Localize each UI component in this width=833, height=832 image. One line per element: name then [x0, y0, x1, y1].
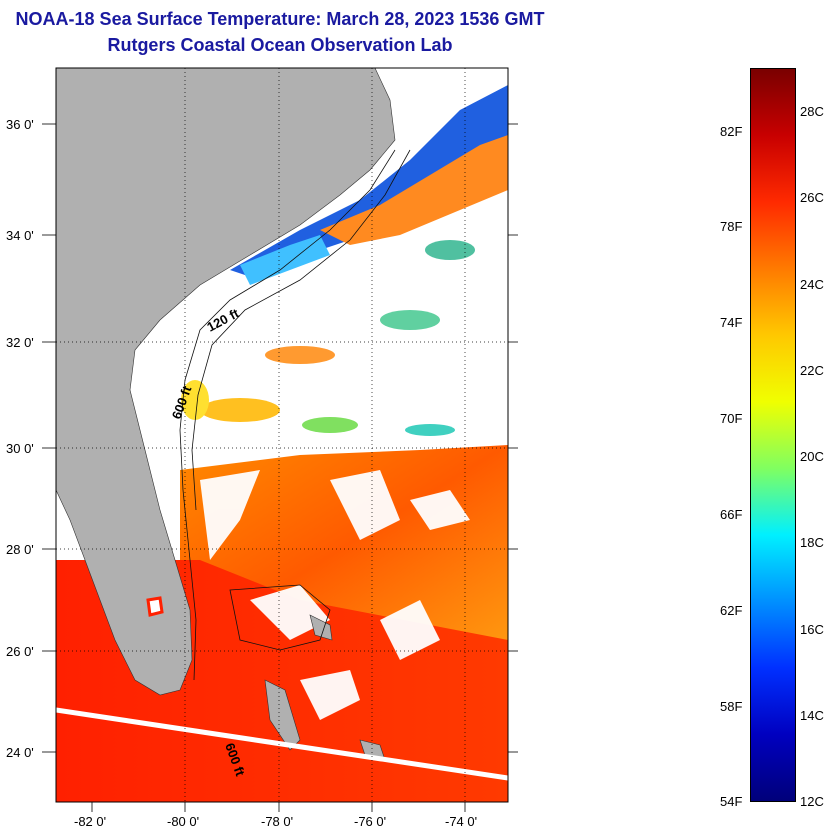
lat-label: 24 0': [6, 745, 34, 760]
colorbar-c-label: 12C: [800, 794, 824, 809]
colorbar-f-label: 54F: [720, 794, 743, 809]
lat-label: 34 0': [6, 228, 34, 243]
map-subtitle: Rutgers Coastal Ocean Observation Lab: [107, 35, 453, 55]
colorbar-f-label: 58F: [720, 699, 743, 714]
satellite-track: [56, 707, 508, 781]
colorbar-c-label: 16C: [800, 622, 824, 637]
colorbar-c-label: 26C: [800, 190, 824, 205]
colorbar-c-label: 20C: [800, 449, 824, 464]
graticule: [56, 68, 508, 802]
cold-coastal-water: [230, 85, 508, 280]
colorbar-c-label: 28C: [800, 104, 824, 119]
lon-label: -78 0': [261, 814, 293, 829]
lat-label: 32 0': [6, 335, 34, 350]
lon-label: -76 0': [354, 814, 386, 829]
colorbar-f-label: 66F: [720, 507, 743, 522]
colorbar-c-label: 24C: [800, 277, 824, 292]
temperature-colorbar: [750, 68, 796, 802]
lon-label: -80 0': [167, 814, 199, 829]
colorbar-c-label: 22C: [800, 363, 824, 378]
lat-label: 28 0': [6, 542, 34, 557]
colorbar-c-label: 14C: [800, 708, 824, 723]
cloud-streaks: [200, 470, 470, 720]
scattered-sst-patches: [181, 240, 475, 436]
colorbar-f-label: 82F: [720, 124, 743, 139]
lat-label: 26 0': [6, 644, 34, 659]
lon-label: -74 0': [445, 814, 477, 829]
axis-ticks: [42, 123, 518, 812]
lon-label: -82 0': [74, 814, 106, 829]
colorbar-f-label: 74F: [720, 315, 743, 330]
lake: [146, 596, 164, 617]
map-frame: [55, 67, 509, 803]
colorbar-c-label: 18C: [800, 535, 824, 550]
colorbar-f-label: 62F: [720, 603, 743, 618]
lat-label: 36 0': [6, 117, 34, 132]
lat-label: 30 0': [6, 441, 34, 456]
colorbar-f-label: 78F: [720, 219, 743, 234]
colorbar-f-label: 70F: [720, 411, 743, 426]
map-title: NOAA-18 Sea Surface Temperature: March 2…: [15, 9, 545, 29]
depth-contours: [179, 149, 411, 681]
land-mass: [56, 68, 396, 696]
